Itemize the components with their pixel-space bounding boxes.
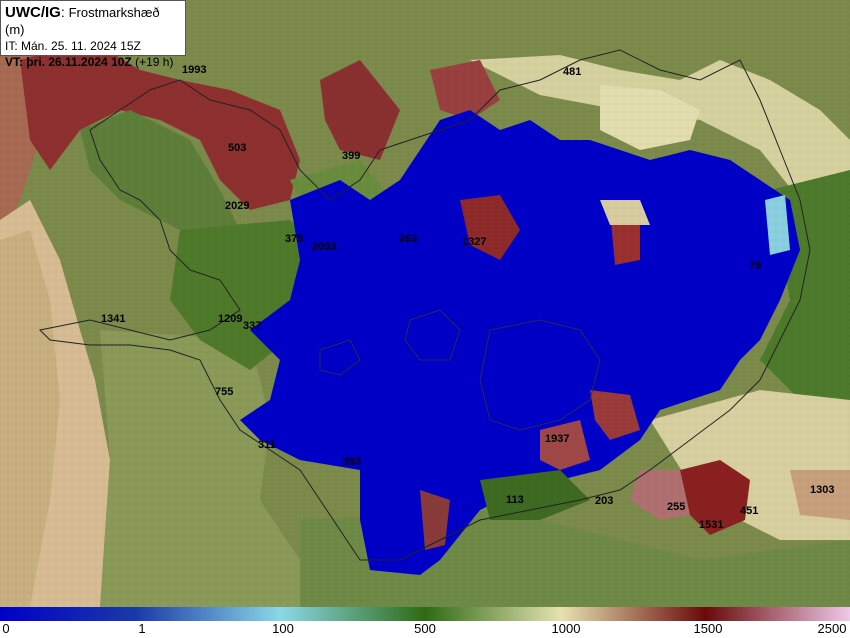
point-label: 755 — [215, 386, 233, 398]
glacier-outline-3 — [319, 339, 361, 376]
legend-tick: 0 — [2, 621, 10, 636]
point-label: 375 — [285, 233, 303, 245]
point-label: 1341 — [101, 313, 125, 325]
legend-tick: 1500 — [693, 621, 723, 636]
coastline — [38, 49, 811, 561]
point-label: 1327 — [462, 236, 486, 248]
point-label: 1303 — [810, 484, 834, 496]
point-label: 311 — [258, 439, 276, 451]
point-label: 393 — [343, 456, 361, 468]
point-label: 2029 — [225, 200, 249, 212]
legend-tick: 1000 — [551, 621, 581, 636]
title-row: UWC/IG: Frostmarkshæð (m) — [5, 4, 181, 38]
point-label: 1937 — [545, 433, 569, 445]
point-label: 203 — [595, 495, 613, 507]
glacier-outline-1 — [479, 319, 601, 431]
legend-tick: 100 — [272, 621, 294, 636]
init-time: IT: Mán. 25. 11. 2024 15Z — [5, 39, 141, 53]
model-colon: : — [60, 4, 69, 20]
valid-time: VT: þri. 26.11.2024 10Z — [5, 55, 132, 69]
glacier-outline-2 — [404, 309, 461, 361]
legend-tick: 2500 — [817, 621, 847, 636]
point-label: 2093 — [312, 241, 336, 253]
point-label: 263 — [399, 233, 417, 245]
point-label: 503 — [228, 142, 246, 154]
lead-time: (+19 h) — [135, 55, 174, 69]
point-label: 79 — [749, 260, 761, 272]
point-label: 337 — [243, 320, 261, 332]
color-legend: 0 1 100 500 1000 1500 2500 — [0, 607, 850, 638]
freezing-level-map: 1993 481 503 399 2029 375 2093 263 1327 … — [0, 0, 850, 607]
point-label: 255 — [667, 501, 685, 513]
parameter-name: Frostmarkshæð (m) — [5, 5, 160, 37]
point-label: 1209 — [218, 313, 242, 325]
point-label: 1993 — [182, 64, 206, 76]
model-name: UWC/IG — [5, 4, 61, 21]
point-label: 113 — [506, 494, 524, 506]
point-labels: 1993 481 503 399 2029 375 2093 263 1327 … — [101, 64, 834, 531]
point-label: 1531 — [699, 519, 723, 531]
point-label: 481 — [563, 66, 581, 78]
point-label: 399 — [342, 150, 360, 162]
map-info-box: UWC/IG: Frostmarkshæð (m) IT: Mán. 25. 1… — [0, 0, 186, 69]
pixel-grid-overlay — [0, 0, 850, 607]
point-label: 451 — [740, 505, 758, 517]
legend-colorbar — [0, 607, 850, 621]
legend-tick: 1 — [138, 621, 146, 636]
valid-time-row: VT: þri. 26.11.2024 10Z (+19 h) — [5, 54, 181, 70]
legend-tick: 500 — [414, 621, 436, 636]
